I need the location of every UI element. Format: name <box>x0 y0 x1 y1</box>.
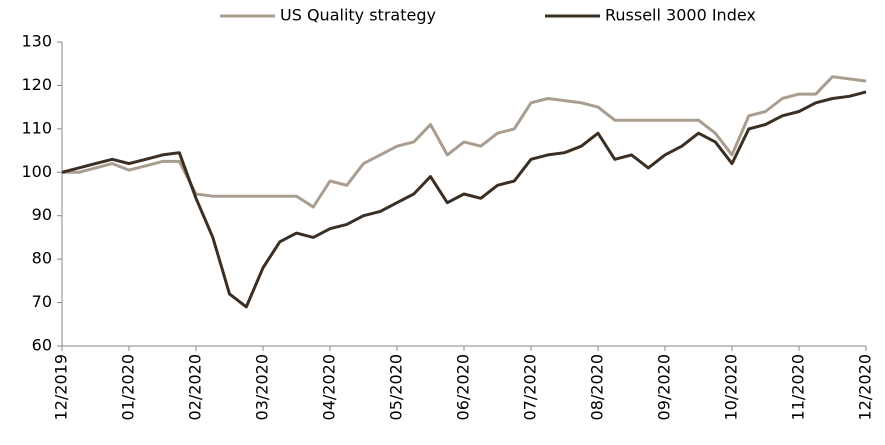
y-tick-label: 90 <box>32 205 52 224</box>
y-tick-label: 70 <box>32 292 52 311</box>
y-tick-label: 120 <box>21 75 52 94</box>
legend-label: Russell 3000 Index <box>605 6 756 25</box>
x-tick-label: 10/2020 <box>722 354 741 420</box>
x-tick-label: 09/2020 <box>655 354 674 420</box>
x-tick-label: 08/2020 <box>588 354 607 420</box>
legend-label: US Quality strategy <box>280 6 436 25</box>
x-tick-label: 01/2020 <box>119 354 138 420</box>
series-line <box>61 90 867 309</box>
x-tick-label: 07/2020 <box>521 354 540 420</box>
y-tick-label: 110 <box>21 118 52 137</box>
x-tick-label: 03/2020 <box>253 354 272 420</box>
x-tick-label: 04/2020 <box>320 354 339 420</box>
y-tick-label: 100 <box>21 162 52 181</box>
x-tick-label: 02/2020 <box>186 354 205 420</box>
series-line <box>62 75 867 209</box>
x-tick-label: 06/2020 <box>454 354 473 420</box>
y-tick-label: 130 <box>21 32 52 51</box>
x-tick-label: 12/2019 <box>52 354 71 420</box>
y-tick-label: 60 <box>32 336 52 355</box>
x-tick-label: 12/2020 <box>856 354 875 420</box>
x-tick-label: 05/2020 <box>387 354 406 420</box>
y-tick-label: 80 <box>32 249 52 268</box>
x-tick-label: 11/2020 <box>789 354 808 420</box>
